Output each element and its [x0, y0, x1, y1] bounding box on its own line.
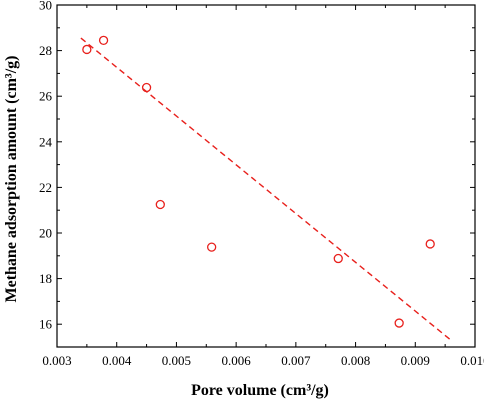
data-point [425, 239, 435, 249]
x-tick-label: 0.010 [460, 353, 484, 368]
y-tick-label: 26 [39, 89, 53, 104]
y-tick-label: 30 [39, 0, 52, 13]
data-point [82, 44, 92, 55]
data-point [207, 242, 217, 252]
data-point [98, 35, 109, 45]
fit-line-layer [80, 37, 453, 342]
data-point [141, 82, 152, 93]
x-tick-label: 0.007 [281, 353, 311, 368]
x-tick-label: 0.009 [401, 353, 430, 368]
y-tick-label: 20 [39, 226, 52, 241]
y-tick-label: 18 [39, 271, 52, 286]
data-points [82, 35, 435, 328]
x-axis-ticks: 0.003 0.004 0.005 0.006 0.007 0.008 0.009 0.010 [42, 5, 484, 368]
linear-fit-line [80, 37, 453, 342]
x-tick-label: 0.008 [341, 353, 370, 368]
y-tick-label: 24 [39, 134, 53, 149]
data-point [333, 253, 343, 264]
y-axis-title: Methane adsorption amount (cm³/g) [3, 55, 20, 302]
plot-frame [56, 4, 476, 348]
x-tick-label: 0.006 [222, 353, 252, 368]
y-axis-ticks: 16 18 20 22 24 26 28 30 [39, 0, 475, 348]
data-point [394, 318, 404, 328]
y-tick-label: 16 [39, 317, 53, 332]
y-tick-label: 28 [39, 43, 52, 58]
x-tick-label: 0.003 [42, 353, 71, 368]
plot-area [56, 4, 476, 348]
x-tick-label: 0.004 [102, 353, 132, 368]
x-tick-label: 0.005 [162, 353, 191, 368]
data-point [155, 199, 165, 210]
y-tick-label: 22 [39, 180, 52, 195]
x-axis-title: Pore volume (cm³/g) [191, 382, 329, 399]
